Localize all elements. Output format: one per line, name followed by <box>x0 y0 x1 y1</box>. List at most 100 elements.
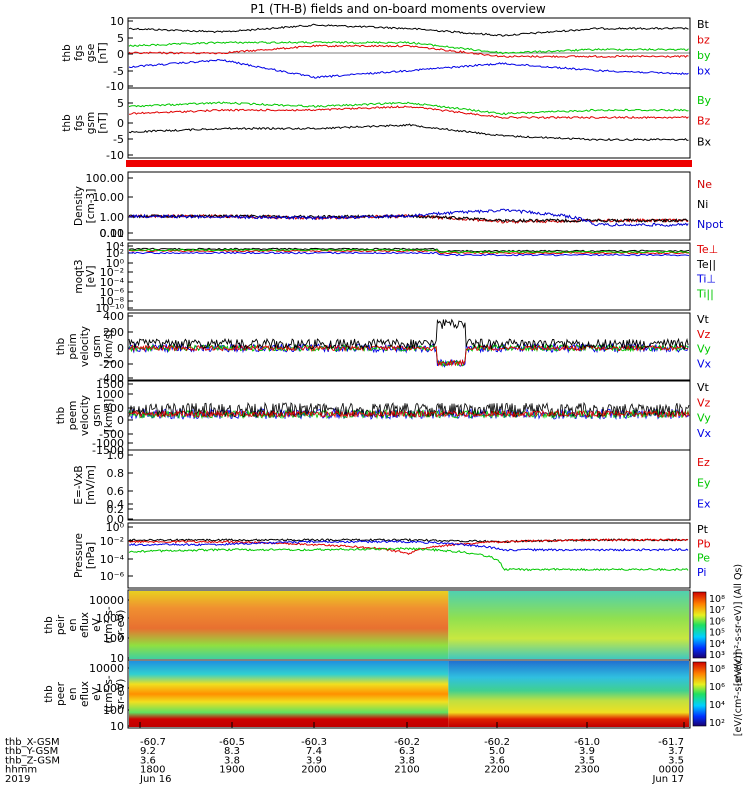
y-tick-label: -10 <box>106 80 124 93</box>
y-tick-label: 0.01 <box>100 227 125 240</box>
y-axis-label-line: sr-eV) <box>115 610 127 641</box>
panel-frame <box>127 312 691 381</box>
y-axis-label-line: [mV/m] <box>85 465 97 504</box>
y-axis-label-line: en <box>67 618 79 631</box>
y-axis-label-line: [nT] <box>97 42 109 63</box>
legend-entry-bt: Bt <box>697 18 710 31</box>
legend-entry-bx: Bx <box>697 135 712 148</box>
legend-entry-te: Te|| <box>696 258 716 271</box>
x-axis-value: 6.3 <box>399 746 415 757</box>
x-axis-value: 3.7 <box>668 746 684 757</box>
y-tick-label: 0 <box>117 414 124 427</box>
series-line-pi <box>128 540 689 552</box>
y-tick-label: 10⁻⁸ <box>100 295 125 308</box>
legend-entry-pb: Pb <box>697 537 711 550</box>
y-tick-label: 1500 <box>96 378 124 391</box>
colorbar-tick-label: 10⁴ <box>709 639 725 650</box>
legend-entry-by: By <box>697 94 712 107</box>
legend-entry-bz: bz <box>697 34 710 47</box>
y-tick-label: 500 <box>103 402 124 415</box>
x-axis-value: Jun 17 <box>651 774 684 785</box>
legend-entry-vz: Vz <box>697 396 711 409</box>
y-axis-label: Density [cm-3] <box>73 186 97 226</box>
colorbar-label-text: [eV/(cm²-s-sr-eV)] (All Qs) <box>733 564 744 686</box>
figure-title: P1 (TH-B) fields and on-board moments ov… <box>250 2 546 16</box>
series-line-bz <box>128 105 689 119</box>
x-axis-row-label: thb_X-GSM <box>5 737 60 748</box>
y-axis-label: Pressure [nPa] <box>73 533 97 578</box>
y-axis-label-line: thb <box>43 616 55 634</box>
legend-entry-pe: Pe <box>697 552 710 565</box>
x-axis-value: 3.9 <box>579 746 595 757</box>
legend-entry-ex: Ex <box>697 497 711 510</box>
y-tick-label: 10⁻² <box>100 535 124 548</box>
y-axis-label-line: thb <box>61 114 73 132</box>
x-axis-value: 7.4 <box>306 746 322 757</box>
series-line-npot <box>128 208 689 227</box>
y-tick-label: 10⁻⁶ <box>100 570 125 583</box>
y-axis-label-line: Pressure <box>73 533 85 578</box>
y-tick-label: 100 <box>103 632 124 645</box>
series-line-bz <box>128 44 689 58</box>
y-axis-label-line: thb <box>61 44 73 62</box>
colorbar-tick-label: 10⁶ <box>709 616 725 627</box>
legend-entry-ti: Ti⊥ <box>696 273 716 286</box>
legend-entry-vz: Vz <box>697 328 711 341</box>
colorbar-tick-label: 10⁸ <box>709 594 725 605</box>
y-axis-label: moqt3 [eV] <box>73 259 97 293</box>
x-axis-value: 3.5 <box>668 755 684 766</box>
x-axis-value: 3.6 <box>140 755 156 766</box>
colorbar-tick-label: 10⁴ <box>709 700 725 711</box>
legend-entry-te: Te⊥ <box>696 243 718 256</box>
legend-entry-bz: Bz <box>697 115 711 128</box>
y-tick-label: 10⁰ <box>106 257 125 270</box>
y-axis-label-line: [km/s] <box>103 399 115 433</box>
legend-entry-ti: Ti|| <box>696 287 714 300</box>
y-axis-label-line: peim <box>67 333 79 359</box>
spectrogram-right <box>448 661 689 727</box>
x-axis-value: 2200 <box>484 765 509 776</box>
x-axis-value: 9.2 <box>140 746 156 757</box>
legend-entry-pi: Pi <box>697 566 706 579</box>
x-axis-value: -61.7 <box>658 737 684 748</box>
y-axis-label-line: gsm <box>91 404 103 426</box>
series-line-pe <box>128 547 689 572</box>
y-axis-label-line: E=-VxB <box>73 465 85 504</box>
x-axis-value: 3.5 <box>579 755 595 766</box>
y-axis-label-line: [nPa] <box>85 542 97 569</box>
colorbar-label: [eV/(cm²-s-sr-eV)] <box>733 652 744 736</box>
colorbar-tick-label: 10⁸ <box>709 664 725 675</box>
colorbar-tick-label: 10⁵ <box>709 628 725 639</box>
colorbar-tick-label: 10² <box>709 718 725 729</box>
y-tick-label: -1500 <box>92 444 124 457</box>
colorbar-tick-label: 10⁶ <box>709 682 725 693</box>
series-line-bt <box>128 23 689 37</box>
y-axis-label-line: [cm-3] <box>85 189 97 224</box>
series-line-temperature <box>128 251 690 257</box>
x-axis-row-label: thb_Y-GSM <box>5 746 58 757</box>
y-tick-label: 0.6 <box>107 485 125 498</box>
x-axis-value: 8.3 <box>224 746 240 757</box>
y-axis-label: thb peim velocity gsm [km/s] <box>55 326 115 367</box>
y-axis-label: E=-VxB [mV/m] <box>73 465 97 504</box>
y-tick-label: 10⁻² <box>100 266 124 279</box>
x-axis-value: 2100 <box>394 765 419 776</box>
y-axis-label-line: eflux <box>79 681 91 707</box>
y-axis-label-line: [nT] <box>97 112 109 133</box>
panel-peir: 10000 1000 100 10 thb peir en eflux eV (cm²-s-sr-… <box>43 564 744 686</box>
y-axis-label-line: thb <box>55 337 67 355</box>
y-tick-label: 10000 <box>89 662 124 675</box>
y-tick-label: 0.4 <box>107 498 125 511</box>
y-axis-label-line: eV <box>91 686 103 700</box>
y-axis-label-line: thb <box>43 685 55 703</box>
legend-entry-bx: bx <box>697 65 711 78</box>
panel-frame <box>127 87 691 159</box>
y-axis-label-line: [eV] <box>85 266 97 288</box>
y-tick-label: 5 <box>117 97 124 110</box>
series-line-temperature <box>128 248 690 254</box>
y-tick-label: -400 <box>99 372 124 385</box>
